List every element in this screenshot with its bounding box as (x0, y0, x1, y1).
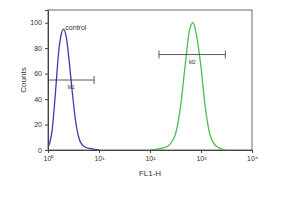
x-tick-label: 10³ (196, 155, 207, 162)
y-tick: 0 (38, 147, 48, 154)
y-tick: 20 (34, 121, 48, 128)
y-axis: 0 20 40 60 80 100 (30, 11, 48, 154)
x-tick-label: 10⁰ (44, 155, 55, 162)
gate-end (94, 76, 95, 84)
plot: 10⁰ 10¹ 10² 10³ 10⁴ 0 20 40 60 80 100 control M1 M2 (30, 10, 258, 162)
series-group (48, 23, 225, 150)
x-tick: 10⁴ (247, 150, 258, 162)
x-tick: 10⁰ (44, 150, 55, 162)
gate-label: M1 (68, 84, 75, 90)
y-tick-mark (45, 74, 48, 75)
y-tick-label: 20 (34, 121, 42, 128)
y-tick: 40 (34, 96, 48, 103)
y-tick-mark (45, 150, 48, 151)
x-tick-mark (150, 150, 151, 153)
x-tick-label: 10¹ (94, 155, 105, 162)
plot-frame (48, 10, 252, 150)
x-axis: 10⁰ 10¹ 10² 10³ 10⁴ (44, 150, 258, 162)
y-tick-mark (45, 48, 48, 49)
x-tick: 10³ (196, 150, 207, 162)
series-label: control (65, 24, 86, 31)
chart: 10⁰ 10¹ 10² 10³ 10⁴ 0 20 40 60 80 100 control M1 M2 FL… (0, 0, 300, 200)
x-tick-label: 10⁴ (247, 155, 258, 162)
x-axis-line (49, 151, 253, 154)
gate-line (48, 80, 94, 81)
x-tick-label: 10² (145, 155, 156, 162)
y-tick-label: 100 (30, 19, 42, 26)
gate-end (225, 51, 226, 59)
y-axis-line (45, 11, 49, 151)
y-tick-label: 60 (34, 70, 42, 77)
x-axis-title: FL1-H (139, 169, 161, 178)
gate-end (158, 51, 159, 59)
y-tick-mark (45, 125, 48, 126)
x-tick: 10¹ (94, 150, 105, 162)
x-tick-mark (252, 150, 253, 153)
x-tick-mark (201, 150, 202, 153)
y-tick-label: 0 (38, 147, 42, 154)
gate-label: M2 (189, 59, 196, 65)
gate (159, 51, 225, 59)
gate (48, 76, 94, 84)
gates (48, 51, 225, 84)
series-line (150, 23, 225, 150)
y-tick: 60 (34, 70, 48, 77)
x-tick-mark (99, 150, 100, 153)
y-tick-label: 80 (34, 45, 42, 52)
gate-line (159, 54, 225, 55)
y-tick-label: 40 (34, 96, 42, 103)
x-tick: 10² (145, 150, 156, 162)
y-tick: 100 (30, 19, 48, 26)
series-line (48, 29, 99, 150)
y-axis-title: Counts (19, 67, 28, 92)
gate-end (48, 76, 49, 84)
y-tick-mark (45, 23, 48, 24)
y-tick-mark (45, 99, 48, 100)
y-tick: 80 (34, 45, 48, 52)
